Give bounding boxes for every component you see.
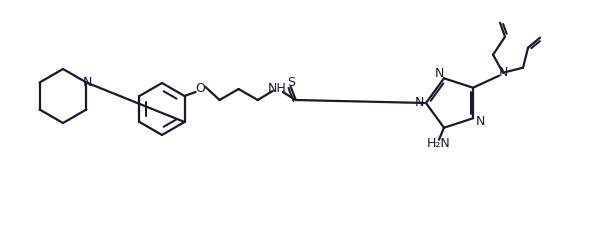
- Text: N: N: [499, 66, 508, 79]
- Text: O: O: [195, 82, 205, 95]
- Text: N: N: [83, 76, 92, 89]
- Text: N: N: [434, 67, 444, 80]
- Text: N: N: [476, 115, 485, 128]
- Text: NH: NH: [267, 82, 286, 95]
- Text: H₂N: H₂N: [427, 137, 451, 150]
- Text: S: S: [287, 76, 295, 88]
- Text: N: N: [414, 97, 424, 109]
